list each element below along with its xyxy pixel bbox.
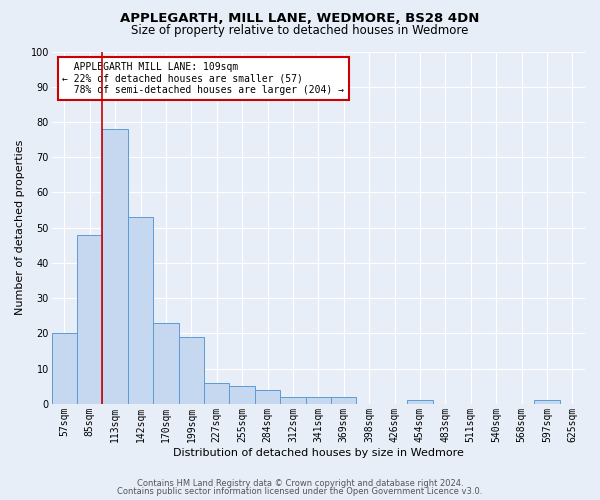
Bar — [534, 400, 560, 404]
Bar — [331, 397, 356, 404]
Bar — [204, 383, 229, 404]
Bar — [153, 323, 179, 404]
Text: APPLEGARTH MILL LANE: 109sqm
← 22% of detached houses are smaller (57)
  78% of : APPLEGARTH MILL LANE: 109sqm ← 22% of de… — [62, 62, 344, 96]
Text: Contains HM Land Registry data © Crown copyright and database right 2024.: Contains HM Land Registry data © Crown c… — [137, 478, 463, 488]
Y-axis label: Number of detached properties: Number of detached properties — [15, 140, 25, 316]
Bar — [280, 397, 305, 404]
Bar — [229, 386, 255, 404]
Bar — [305, 397, 331, 404]
Text: Contains public sector information licensed under the Open Government Licence v3: Contains public sector information licen… — [118, 487, 482, 496]
Bar — [128, 217, 153, 404]
Bar — [77, 235, 103, 404]
Bar — [52, 334, 77, 404]
Bar — [407, 400, 433, 404]
Bar — [179, 337, 204, 404]
X-axis label: Distribution of detached houses by size in Wedmore: Distribution of detached houses by size … — [173, 448, 464, 458]
Bar — [255, 390, 280, 404]
Text: Size of property relative to detached houses in Wedmore: Size of property relative to detached ho… — [131, 24, 469, 37]
Text: APPLEGARTH, MILL LANE, WEDMORE, BS28 4DN: APPLEGARTH, MILL LANE, WEDMORE, BS28 4DN — [121, 12, 479, 26]
Bar — [103, 129, 128, 404]
